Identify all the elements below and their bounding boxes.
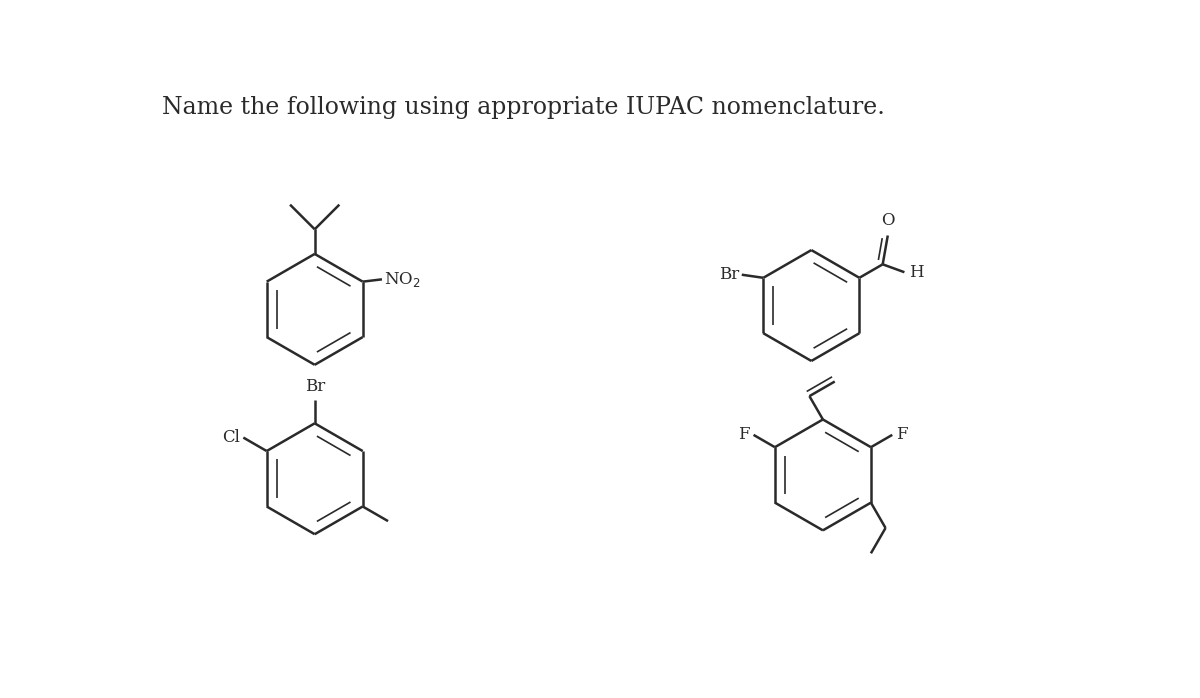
Text: NO$_2$: NO$_2$ [384,270,420,289]
Text: F: F [738,426,750,443]
Text: F: F [896,426,907,443]
Text: Cl: Cl [222,429,240,446]
Text: Br: Br [305,378,325,395]
Text: H: H [910,264,924,281]
Text: Name the following using appropriate IUPAC nomenclature.: Name the following using appropriate IUP… [162,96,886,119]
Text: Br: Br [719,266,739,283]
Text: O: O [881,212,894,230]
